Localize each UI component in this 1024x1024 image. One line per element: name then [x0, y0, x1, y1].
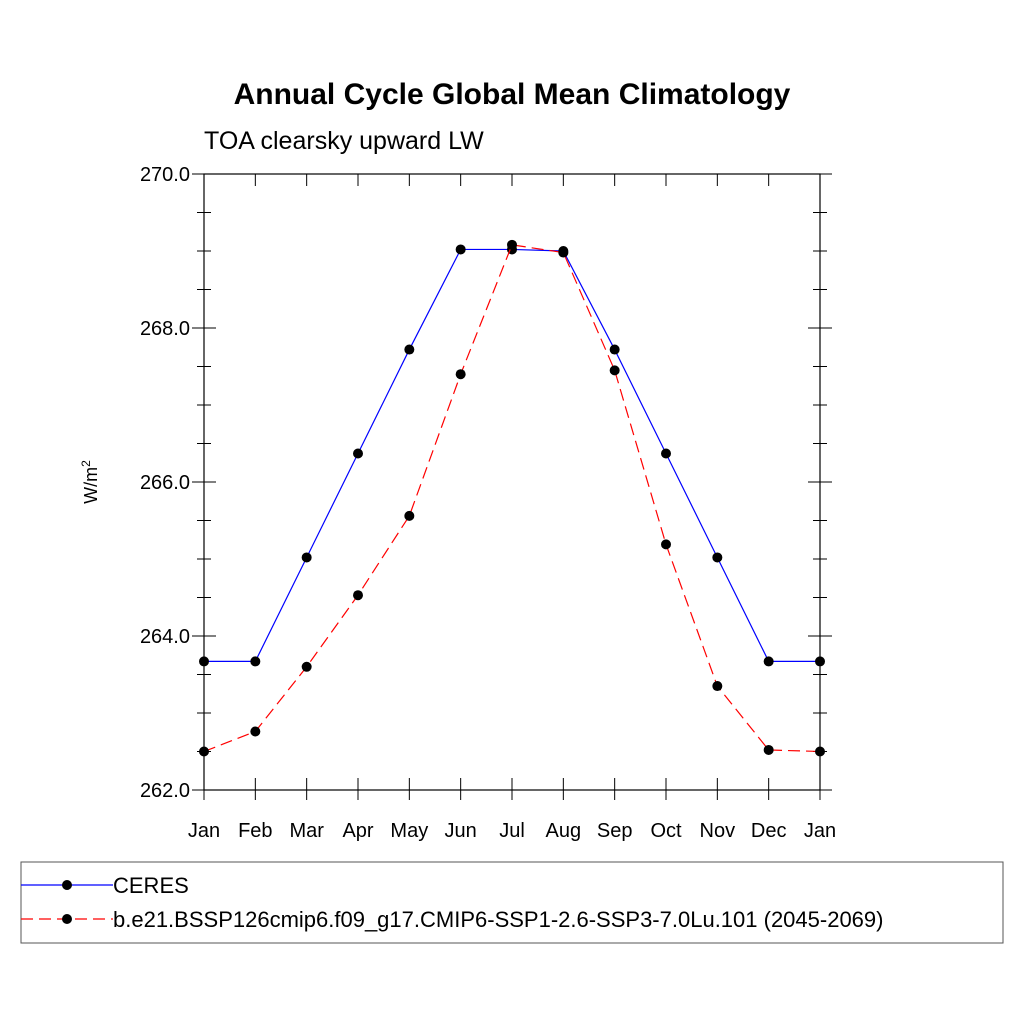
x-tick-label: Oct — [650, 820, 682, 842]
series-point-1 — [712, 681, 723, 692]
series-point-1 — [763, 744, 774, 755]
x-tick-label: Aug — [546, 820, 582, 842]
x-tick-label: Apr — [342, 820, 373, 842]
x-tick-label: Jan — [804, 820, 836, 842]
series-point-0 — [199, 656, 209, 667]
x-tick-label: May — [390, 820, 428, 842]
x-tick-label: Jul — [499, 820, 525, 842]
series-point-1 — [404, 510, 415, 521]
series-line-0 — [204, 248, 820, 663]
series-point-0 — [455, 244, 466, 255]
series-line-1 — [203, 244, 821, 753]
x-tick-label: Mar — [289, 820, 324, 842]
series-point-1 — [558, 247, 569, 258]
legend-marker-1 — [62, 914, 72, 924]
x-tick-label: Nov — [700, 820, 736, 842]
y-tick-label: 270.0 — [140, 164, 190, 186]
series-point-0 — [353, 448, 363, 459]
y-axis-label-text: W/m — [81, 467, 101, 504]
series-point-1 — [815, 746, 825, 757]
series-point-0 — [609, 344, 620, 355]
series-point-0 — [712, 552, 723, 563]
x-tick-label: Feb — [238, 820, 272, 842]
legend-label-1: b.e21.BSSP126cmip6.f09_g17.CMIP6-SSP1-2.… — [113, 907, 883, 932]
chart-subtitle: TOA clearsky upward LW — [204, 127, 484, 155]
y-axis-label-superscript: 2 — [79, 460, 93, 467]
x-tick-label: Dec — [751, 820, 787, 842]
series-point-0 — [815, 656, 825, 667]
x-tick-label: Jun — [445, 820, 477, 842]
legend-marker-0 — [62, 880, 72, 890]
legend: CERES b.e21.BSSP126cmip6.f09_g17.CMIP6-SS… — [20, 861, 1004, 944]
series-point-1 — [609, 365, 620, 376]
x-tick-label: Jan — [188, 820, 220, 842]
series-point-0 — [250, 656, 261, 667]
plot-area: Jan Feb Mar Apr May Jun Jul Aug Sep Oct Nov Dec Jan 2… — [140, 164, 836, 842]
plot-frame — [203, 173, 821, 791]
legend-box — [20, 861, 1004, 944]
y-tick-label: 264.0 — [140, 626, 190, 648]
series-point-1 — [199, 746, 209, 757]
chart-title: Annual Cycle Global Mean Climatology — [234, 78, 791, 111]
series-point-0 — [301, 552, 312, 563]
series-point-0 — [763, 656, 774, 667]
legend-label-0: CERES — [113, 873, 189, 898]
series-point-1 — [455, 369, 466, 380]
y-tick-label: 266.0 — [140, 472, 190, 494]
y-axis-label: W/m2 — [79, 460, 101, 504]
series-point-0 — [404, 344, 415, 355]
series-point-1 — [250, 726, 261, 737]
y-tick-label: 262.0 — [140, 780, 190, 802]
x-tick-label: Sep — [597, 820, 633, 842]
y-tick-label: 268.0 — [140, 318, 190, 340]
series-point-1 — [353, 590, 363, 601]
series-point-1 — [301, 661, 312, 672]
series-point-0 — [661, 448, 671, 459]
series-point-1 — [661, 539, 671, 550]
series-point-1 — [507, 239, 517, 250]
